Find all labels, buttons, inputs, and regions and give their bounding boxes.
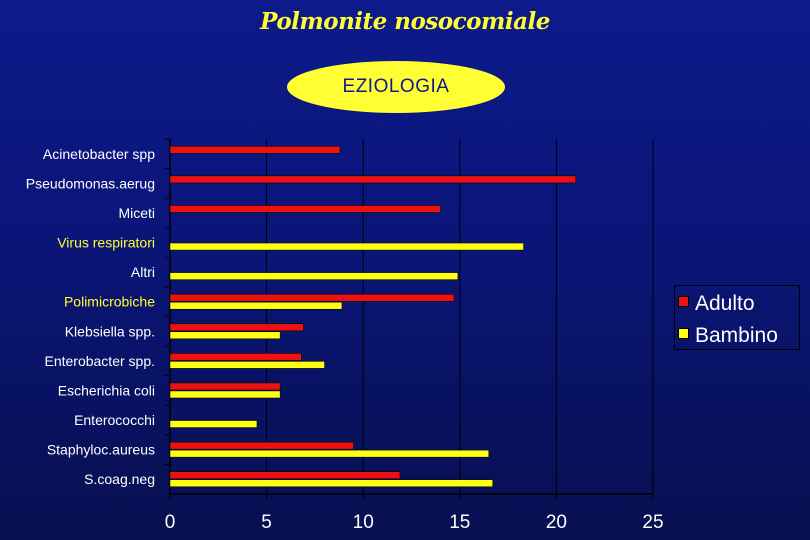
- category-label: S.coag.neg: [84, 471, 155, 487]
- bar-adulto: [169, 471, 401, 479]
- bar-adulto: [169, 293, 455, 302]
- bar-adulto: [169, 441, 354, 450]
- category-label: Enterococchi: [74, 412, 155, 428]
- bar-bambino: [169, 479, 493, 487]
- category-label: Virus respiratori: [57, 235, 155, 251]
- legend-item-adulto: Adulto: [678, 292, 755, 316]
- bar-bambino: [169, 331, 281, 340]
- category-label: Altri: [131, 264, 155, 280]
- legend: Adulto Bambino: [674, 285, 800, 350]
- category-label: Pseudomonas.aerug: [26, 175, 155, 191]
- x-tick-label: 20: [546, 512, 567, 533]
- bar-bambino: [169, 242, 524, 251]
- legend-label-adulto: Adulto: [695, 292, 755, 315]
- bar-bambino: [169, 361, 325, 369]
- legend-item-bambino: Bambino: [678, 324, 778, 348]
- bar-adulto: [169, 382, 281, 391]
- category-label: Polimicrobiche: [64, 294, 155, 310]
- bar-adulto: [169, 353, 302, 361]
- x-tick-label: 25: [642, 512, 663, 533]
- bar-bambino: [169, 420, 258, 428]
- legend-label-bambino: Bambino: [695, 324, 778, 347]
- bar-bambino: [169, 301, 343, 310]
- bar-bambino: [169, 449, 490, 458]
- bar-adulto: [169, 146, 341, 154]
- x-tick-label: 5: [261, 512, 272, 533]
- legend-swatch-bambino: [678, 327, 689, 339]
- eziologia-badge: EZIOLOGIA: [287, 61, 505, 113]
- category-label: Staphyloc.aureus: [47, 442, 155, 458]
- category-label: Enterobacter spp.: [44, 353, 155, 369]
- badge-label: EZIOLOGIA: [342, 76, 450, 97]
- bar-adulto: [169, 205, 441, 213]
- bar-adulto: [169, 323, 304, 332]
- category-label: Acinetobacter spp: [43, 146, 155, 162]
- category-label: Escherichia coli: [58, 382, 155, 398]
- bar-bambino: [169, 272, 459, 280]
- bar-bambino: [169, 390, 281, 399]
- x-tick-label: 10: [353, 512, 374, 533]
- chart-title: Polmonite nosocomiale: [260, 8, 550, 35]
- bar-adulto: [169, 175, 576, 184]
- x-tick-label: 15: [449, 512, 470, 533]
- category-label: Klebsiella spp.: [65, 323, 155, 339]
- category-label: Miceti: [118, 205, 155, 221]
- x-tick-label: 0: [165, 512, 176, 533]
- legend-swatch-adulto: [678, 295, 689, 307]
